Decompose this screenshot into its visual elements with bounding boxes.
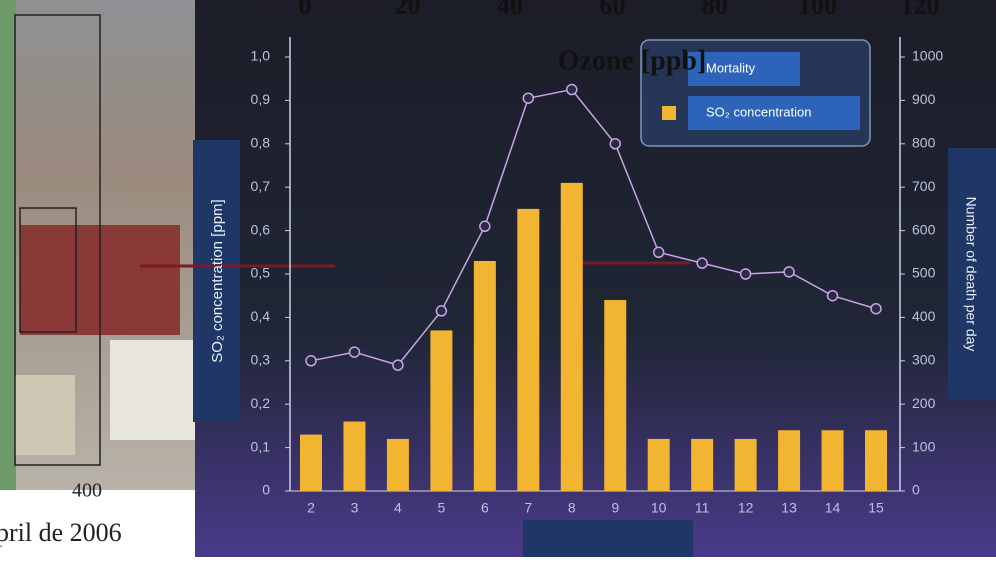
- bar: [778, 430, 800, 491]
- x2-tick-label: 80: [702, 0, 728, 20]
- bar: [865, 430, 887, 491]
- point: [741, 269, 751, 279]
- x2-tick-label: 60: [600, 0, 626, 20]
- point: [480, 221, 490, 231]
- page: 400 pril de 2006 SO₂ concentration [ppm]…: [0, 0, 996, 557]
- point: [871, 304, 881, 314]
- x2-axis-title: Ozone [ppb]: [558, 45, 707, 76]
- x-tick-label: 11: [695, 500, 710, 516]
- bar: [561, 183, 583, 491]
- x-tick-label: 2: [307, 500, 315, 516]
- y2-title-clip: Number of death per day: [963, 197, 979, 352]
- x-tick-label: 7: [524, 500, 532, 516]
- y-tick-label: 1,0: [251, 48, 271, 64]
- x-tick-label: 13: [781, 500, 797, 516]
- point: [697, 258, 707, 268]
- x-tick-label: 3: [351, 500, 359, 516]
- y2-axis-title: Number of death per day: [963, 197, 979, 352]
- x-tick-label: 9: [611, 500, 619, 516]
- x-tick-label: 15: [868, 500, 884, 516]
- x2-tick-label: 20: [395, 0, 421, 20]
- x2-tick-label: 0: [299, 0, 312, 20]
- bar: [387, 439, 409, 491]
- chart: 400 pril de 2006 SO₂ concentration [ppm]…: [0, 0, 996, 557]
- bar: [604, 300, 626, 491]
- point: [567, 85, 577, 95]
- y-tick-label: 0,4: [251, 308, 271, 324]
- y2-tick-label: 300: [912, 352, 936, 368]
- point: [784, 267, 794, 277]
- x-tick-label: 14: [825, 500, 841, 516]
- y-axis-title: SO₂ concentration [ppm]: [209, 199, 226, 362]
- point: [828, 291, 838, 301]
- y2-tick-label: 900: [912, 91, 936, 107]
- point: [306, 356, 316, 366]
- bar: [691, 439, 713, 491]
- bar: [474, 261, 496, 491]
- building: [110, 340, 195, 440]
- y2-tick-label: 600: [912, 221, 936, 237]
- x2-tick-label: 40: [497, 0, 523, 20]
- bar: [430, 330, 452, 491]
- y-tick-label: 0,1: [251, 438, 271, 454]
- point: [349, 347, 359, 357]
- y2-tick-label: 1000: [912, 48, 943, 64]
- y-tick-label: 0,6: [251, 221, 271, 237]
- point: [610, 139, 620, 149]
- footer-box: [523, 520, 693, 557]
- x-tick-label: 10: [651, 500, 667, 516]
- y2-tick-label: 200: [912, 395, 936, 411]
- building: [15, 375, 75, 455]
- y-tick-label: 0,8: [251, 135, 271, 151]
- y2-tick-label: 500: [912, 265, 936, 281]
- y2-tick-label: 100: [912, 438, 936, 454]
- y-tick-label: 0: [262, 482, 270, 498]
- point: [654, 247, 664, 257]
- y2-tick-label: 700: [912, 178, 936, 194]
- bar: [822, 430, 844, 491]
- point: [393, 360, 403, 370]
- y2-tick-label: 800: [912, 135, 936, 151]
- x2-tick-label: 120: [901, 0, 940, 20]
- x-tick-label: 6: [481, 500, 489, 516]
- x2-tick-label: 100: [798, 0, 837, 20]
- caption: pril de 2006: [0, 518, 122, 547]
- x-tick-label: 8: [568, 500, 576, 516]
- y2-tick-label: 0: [912, 482, 920, 498]
- bar: [517, 209, 539, 491]
- y2-tick-label: 400: [912, 308, 936, 324]
- legend-label: Mortality: [706, 60, 756, 75]
- bar: [343, 422, 365, 491]
- y-tick-label: 0,5: [251, 265, 271, 281]
- point: [523, 93, 533, 103]
- bar: [300, 435, 322, 491]
- x-tick-label: 5: [437, 500, 445, 516]
- y-tick-label: 0,2: [251, 395, 271, 411]
- y-tick-label: 0,9: [251, 91, 271, 107]
- legend-swatch: [662, 106, 676, 120]
- bar: [735, 439, 757, 491]
- photo-edge: [0, 0, 16, 490]
- point: [436, 306, 446, 316]
- y-tick-label: 0,3: [251, 352, 271, 368]
- x-tick-label: 4: [394, 500, 402, 516]
- bar: [648, 439, 670, 491]
- x-tick-label: 12: [738, 500, 754, 516]
- y-tick-label: 0,7: [251, 178, 271, 194]
- photo-label: 400: [72, 480, 102, 502]
- legend-label: SO₂ concentration: [706, 104, 812, 119]
